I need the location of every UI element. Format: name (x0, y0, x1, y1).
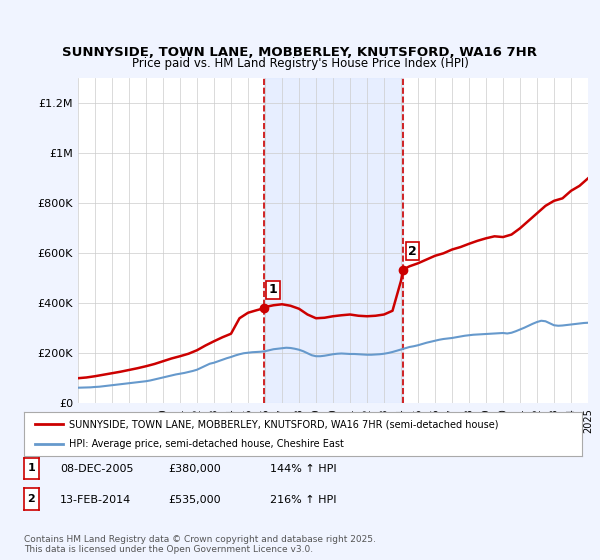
Text: 08-DEC-2005: 08-DEC-2005 (60, 464, 133, 474)
Text: Contains HM Land Registry data © Crown copyright and database right 2025.
This d: Contains HM Land Registry data © Crown c… (24, 535, 376, 554)
Bar (264, 78, 403, 403)
Text: 2: 2 (28, 494, 35, 504)
Text: SUNNYSIDE, TOWN LANE, MOBBERLEY, KNUTSFORD, WA16 7HR (semi-detached house): SUNNYSIDE, TOWN LANE, MOBBERLEY, KNUTSFO… (68, 419, 498, 429)
Text: SUNNYSIDE, TOWN LANE, MOBBERLEY, KNUTSFORD, WA16 7HR: SUNNYSIDE, TOWN LANE, MOBBERLEY, KNUTSFO… (62, 46, 538, 59)
Text: 13-FEB-2014: 13-FEB-2014 (60, 494, 131, 505)
Text: 1: 1 (28, 463, 35, 473)
Text: 2: 2 (408, 245, 417, 258)
Text: 144% ↑ HPI: 144% ↑ HPI (270, 464, 337, 474)
Text: £380,000: £380,000 (168, 464, 221, 474)
Text: HPI: Average price, semi-detached house, Cheshire East: HPI: Average price, semi-detached house,… (68, 439, 344, 449)
Text: 216% ↑ HPI: 216% ↑ HPI (270, 494, 337, 505)
Text: 1: 1 (269, 283, 278, 296)
Text: Price paid vs. HM Land Registry's House Price Index (HPI): Price paid vs. HM Land Registry's House … (131, 57, 469, 70)
Text: £535,000: £535,000 (168, 494, 221, 505)
